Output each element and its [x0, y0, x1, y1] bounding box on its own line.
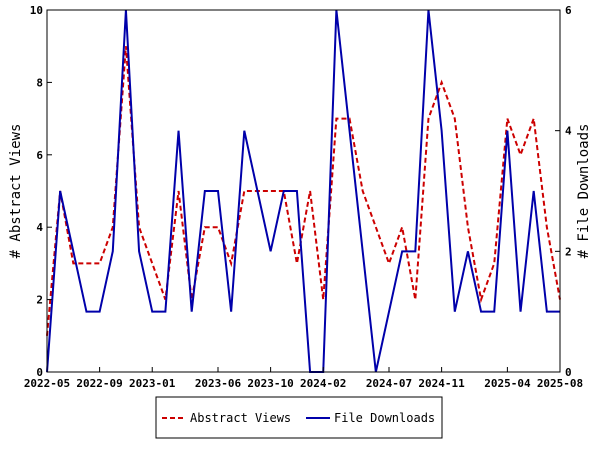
- legend: Abstract Views File Downloads: [155, 396, 443, 439]
- plot-frame: [46, 9, 561, 373]
- right-y-tick-label: 4: [565, 125, 572, 138]
- x-tick-label: 2025-04: [484, 377, 531, 390]
- series-line-file-downloads: [46, 9, 560, 373]
- right-axis-title: # File Downloads: [576, 124, 592, 259]
- left-y-tick-label: 4: [36, 221, 43, 234]
- x-tick-label: 2025-08: [537, 377, 583, 390]
- x-tick-label: 2023-10: [247, 377, 293, 390]
- x-tick-label: 2024-07: [366, 377, 412, 390]
- right-y-tick-label: 0: [565, 366, 572, 379]
- x-tick-label: 2022-09: [76, 377, 122, 390]
- x-tick-label: 2024-02: [300, 377, 346, 390]
- left-y-tick-label: 10: [30, 4, 43, 17]
- x-tick-label: 2022-05: [24, 377, 70, 390]
- x-tick-label: 2023-06: [195, 377, 242, 390]
- legend-label-file-downloads: File Downloads: [334, 411, 435, 425]
- x-tick-label: 2024-11: [418, 377, 465, 390]
- left-y-tick-label: 8: [36, 76, 43, 89]
- plot-area: [46, 9, 561, 373]
- right-y-tick-label: 2: [565, 245, 572, 258]
- x-tick-label: 2023-01: [129, 377, 176, 390]
- left-axis-title: # Abstract Views: [8, 124, 24, 259]
- left-y-tick-label: 0: [36, 366, 43, 379]
- axes: 0 2 4 6 8 10 0 2 4 6 2022-05 2022-09 2023-01 2023-06 2…: [24, 4, 583, 390]
- legend-label-abstract-views: Abstract Views: [190, 411, 291, 425]
- left-y-tick-label: 6: [36, 149, 43, 162]
- left-y-tick-label: 2: [36, 294, 43, 307]
- right-y-tick-label: 6: [565, 4, 572, 17]
- legend-box: [155, 396, 443, 439]
